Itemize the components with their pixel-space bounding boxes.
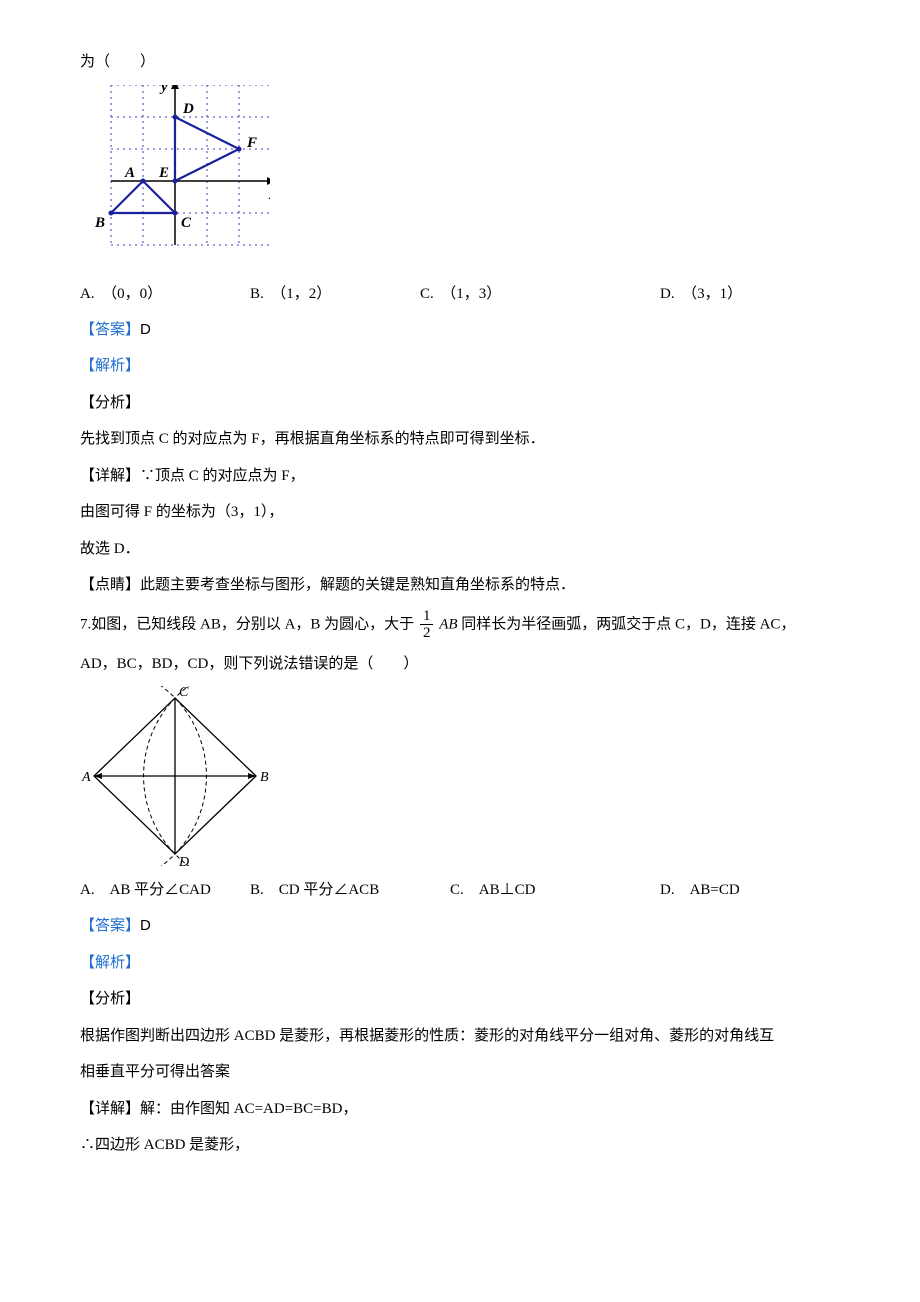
q7-stem-b: 同样长为半径画弧，两弧交于点 C，D，连接 AC，: [458, 616, 796, 632]
svg-text:A: A: [81, 770, 91, 785]
q6-line1: 先找到顶点 C 的对应点为 F，再根据直角坐标系的特点即可得到坐标．: [80, 425, 840, 454]
svg-text:B: B: [260, 770, 269, 785]
q7-options: A. AB 平分∠CAD B. CD 平分∠ACB C. AB⊥CD D. AB…: [80, 876, 840, 904]
q6-stem-tail: 为（ ）: [80, 48, 840, 77]
svg-text:C: C: [179, 686, 189, 700]
q7-figure: A B C D: [80, 686, 840, 866]
q7-opt-b: B. CD 平分∠ACB: [250, 876, 379, 905]
q6-options: A. （0，0） B. （1，2） C. （1，3） D. （3，1）: [80, 280, 840, 308]
svg-text:F: F: [246, 135, 257, 151]
q6-fenxi: 【分析】: [80, 389, 840, 418]
q7-line2: 相垂直平分可得出答案: [80, 1058, 840, 1087]
q6-opt-c: C. （1，3）: [420, 280, 501, 309]
q7-opt-d-text: AB=CD: [690, 882, 740, 898]
svg-text:B: B: [94, 215, 105, 231]
q6-opt-d-text: （3，1）: [690, 286, 743, 302]
ab-italic: AB: [439, 616, 457, 632]
q6-opt-b: B. （1，2）: [250, 280, 331, 309]
q6-dianjing: 【点睛】此题主要考查坐标与图形，解题的关键是熟知直角坐标系的特点．: [80, 571, 840, 600]
q7-opt-a: A. AB 平分∠CAD: [80, 876, 211, 905]
q7-line1: 根据作图判断出四边形 ACBD 是菱形，再根据菱形的性质：菱形的对角线平分一组对…: [80, 1022, 840, 1051]
q6-opt-a-text: （0，0）: [110, 286, 163, 302]
q7-stem: 7.如图，已知线段 AB，分别以 A，B 为圆心，大于 12 AB 同样长为半径…: [80, 608, 840, 642]
q7-opt-b-text: CD 平分∠ACB: [279, 882, 379, 898]
q6-line2b: 由图可得 F 的坐标为（3，1），: [80, 498, 840, 527]
q6-line2c: 故选 D．: [80, 535, 840, 564]
q6-opt-c-text: （1，3）: [449, 286, 502, 302]
q7-opt-c: C. AB⊥CD: [450, 876, 535, 905]
fraction-half: 12: [420, 608, 434, 642]
q6-opt-a: A. （0，0）: [80, 280, 162, 309]
answer-label: 【答案】: [80, 918, 140, 934]
q7-line3: 【详解】解：由作图知 AC=AD=BC=BD，: [80, 1095, 840, 1124]
q6-opt-d: D. （3，1）: [660, 280, 742, 309]
frac-den: 2: [420, 625, 434, 642]
answer-value: D: [140, 917, 151, 934]
svg-text:x: x: [268, 187, 270, 203]
q7-answer: 【答案】D: [80, 912, 840, 941]
q7-opt-a-text: AB 平分∠CAD: [110, 882, 211, 898]
q7-fenxi: 【分析】: [80, 985, 840, 1014]
frac-num: 1: [420, 608, 434, 626]
svg-text:A: A: [124, 165, 135, 181]
svg-text:D: D: [178, 855, 189, 866]
q6-answer: 【答案】D: [80, 316, 840, 345]
svg-text:E: E: [158, 165, 169, 181]
q7-opt-c-text: AB⊥CD: [479, 882, 536, 898]
q7-opt-d: D. AB=CD: [660, 876, 740, 905]
answer-value: D: [140, 321, 151, 338]
q6-line2a: 【详解】∵顶点 C 的对应点为 F，: [80, 462, 840, 491]
q7-num: 7.: [80, 616, 91, 632]
svg-text:C: C: [181, 215, 192, 231]
q7-line4: ∴四边形 ACBD 是菱形，: [80, 1131, 840, 1160]
q7-jiexi: 【解析】: [80, 949, 840, 978]
svg-text:D: D: [182, 101, 194, 117]
answer-label: 【答案】: [80, 322, 140, 338]
svg-text:y: y: [159, 85, 168, 95]
q6-figure: y x A B C D E F: [80, 85, 840, 270]
q6-jiexi: 【解析】: [80, 352, 840, 381]
q7-stem-a: 如图，已知线段 AB，分别以 A，B 为圆心，大于: [91, 616, 414, 632]
q7-stem-c: AD，BC，BD，CD，则下列说法错误的是（ ）: [80, 650, 840, 679]
q6-opt-b-text: （1，2）: [279, 286, 332, 302]
